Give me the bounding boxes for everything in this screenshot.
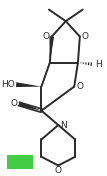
Text: O: O	[43, 32, 50, 41]
Bar	[7, 155, 33, 169]
Text: O: O	[76, 82, 83, 91]
Polygon shape	[18, 102, 41, 111]
Text: HO: HO	[1, 80, 15, 89]
Text: O: O	[10, 99, 17, 108]
Polygon shape	[49, 36, 54, 62]
Text: N: N	[60, 121, 67, 130]
Text: O: O	[82, 32, 89, 41]
Text: O: O	[55, 166, 62, 175]
Polygon shape	[16, 82, 41, 87]
Text: H: H	[95, 60, 102, 69]
